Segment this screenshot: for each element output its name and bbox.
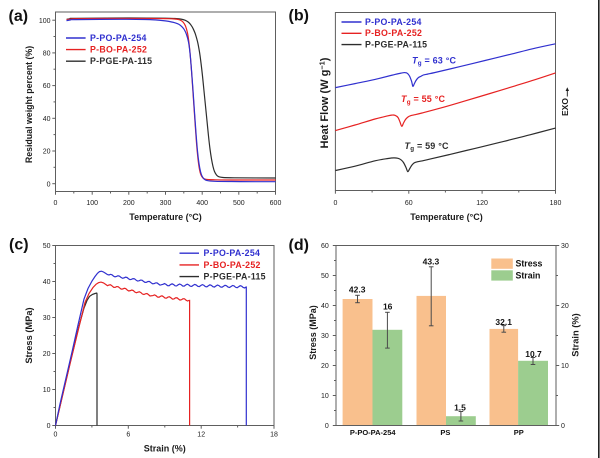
- svg-text:18: 18: [270, 431, 278, 438]
- svg-text:P-PO-PA-254: P-PO-PA-254: [350, 428, 397, 437]
- svg-text:6: 6: [126, 431, 130, 438]
- svg-text:Heat Flow (W g−1): Heat Flow (W g−1): [317, 57, 330, 148]
- svg-text:50: 50: [321, 273, 329, 280]
- svg-text:40: 40: [43, 116, 51, 123]
- svg-text:P-PO-PA-254: P-PO-PA-254: [365, 17, 422, 27]
- svg-text:30: 30: [561, 243, 569, 250]
- svg-text:60: 60: [321, 243, 329, 250]
- svg-text:200: 200: [123, 200, 135, 207]
- svg-text:0: 0: [54, 200, 58, 207]
- svg-text:Strain: Strain: [516, 270, 541, 280]
- svg-text:42.3: 42.3: [349, 285, 366, 295]
- svg-text:100: 100: [86, 200, 98, 207]
- svg-text:(a): (a): [9, 8, 29, 25]
- svg-text:12: 12: [197, 431, 205, 438]
- svg-text:80: 80: [43, 51, 51, 58]
- svg-text:43.3: 43.3: [423, 257, 440, 267]
- svg-text:500: 500: [233, 200, 245, 207]
- svg-text:30: 30: [43, 315, 51, 322]
- svg-text:10: 10: [43, 387, 51, 394]
- svg-text:1.5: 1.5: [454, 403, 466, 413]
- svg-text:40: 40: [321, 303, 329, 310]
- svg-text:0: 0: [47, 181, 51, 188]
- svg-text:P-PO-PA-254: P-PO-PA-254: [90, 33, 147, 43]
- svg-text:32.1: 32.1: [495, 317, 512, 327]
- svg-text:0: 0: [325, 423, 329, 430]
- svg-text:(b): (b): [289, 8, 309, 25]
- svg-text:300: 300: [160, 200, 172, 207]
- svg-text:P-PO-PA-254: P-PO-PA-254: [204, 248, 261, 258]
- svg-text:0: 0: [47, 423, 51, 430]
- svg-text:Stress (MPa): Stress (MPa): [24, 307, 34, 363]
- svg-text:P-PGE-PA-115: P-PGE-PA-115: [365, 40, 427, 50]
- svg-text:(c): (c): [9, 237, 29, 254]
- svg-text:P-PGE-PA-115: P-PGE-PA-115: [90, 56, 152, 66]
- svg-text:Stress (MPa): Stress (MPa): [308, 305, 318, 360]
- svg-text:P-BO-PA-252: P-BO-PA-252: [90, 45, 147, 55]
- svg-text:10.7: 10.7: [525, 349, 542, 359]
- svg-text:100: 100: [39, 18, 51, 25]
- svg-text:20: 20: [561, 303, 569, 310]
- svg-text:50: 50: [43, 243, 51, 250]
- svg-text:Strain (%): Strain (%): [570, 313, 580, 356]
- svg-text:20: 20: [43, 351, 51, 358]
- svg-text:400: 400: [196, 200, 208, 207]
- svg-text:10: 10: [561, 363, 569, 370]
- svg-text:Stress: Stress: [516, 259, 543, 269]
- svg-text:PS: PS: [440, 428, 450, 437]
- svg-text:P-BO-PA-252: P-BO-PA-252: [204, 260, 261, 270]
- svg-text:Strain (%): Strain (%): [144, 443, 186, 453]
- svg-text:Tg = 63 °C: Tg = 63 °C: [412, 55, 457, 67]
- svg-text:EXO: EXO: [560, 98, 570, 116]
- svg-text:Tg = 59 °C: Tg = 59 °C: [405, 141, 450, 153]
- svg-text:180: 180: [550, 200, 562, 207]
- svg-text:Residual weight percent (%): Residual weight percent (%): [24, 46, 34, 163]
- svg-text:Tg = 55 °C: Tg = 55 °C: [401, 94, 446, 106]
- svg-text:P-PGE-PA-115: P-PGE-PA-115: [204, 272, 266, 282]
- svg-text:40: 40: [43, 279, 51, 286]
- svg-text:600: 600: [270, 200, 282, 207]
- svg-text:Temperature (°C): Temperature (°C): [410, 212, 482, 222]
- svg-text:PP: PP: [514, 428, 524, 437]
- svg-text:60: 60: [405, 200, 413, 207]
- svg-text:120: 120: [476, 200, 488, 207]
- svg-text:0: 0: [54, 431, 58, 438]
- svg-text:P-BO-PA-252: P-BO-PA-252: [365, 28, 422, 38]
- svg-text:0: 0: [561, 423, 565, 430]
- svg-text:0: 0: [333, 200, 337, 207]
- svg-text:20: 20: [321, 363, 329, 370]
- svg-text:10: 10: [321, 393, 329, 400]
- svg-text:16: 16: [383, 302, 393, 312]
- svg-text:Temperature (°C): Temperature (°C): [129, 212, 201, 222]
- svg-text:20: 20: [43, 149, 51, 156]
- svg-text:30: 30: [321, 333, 329, 340]
- svg-text:(d): (d): [289, 237, 309, 254]
- svg-text:60: 60: [43, 83, 51, 90]
